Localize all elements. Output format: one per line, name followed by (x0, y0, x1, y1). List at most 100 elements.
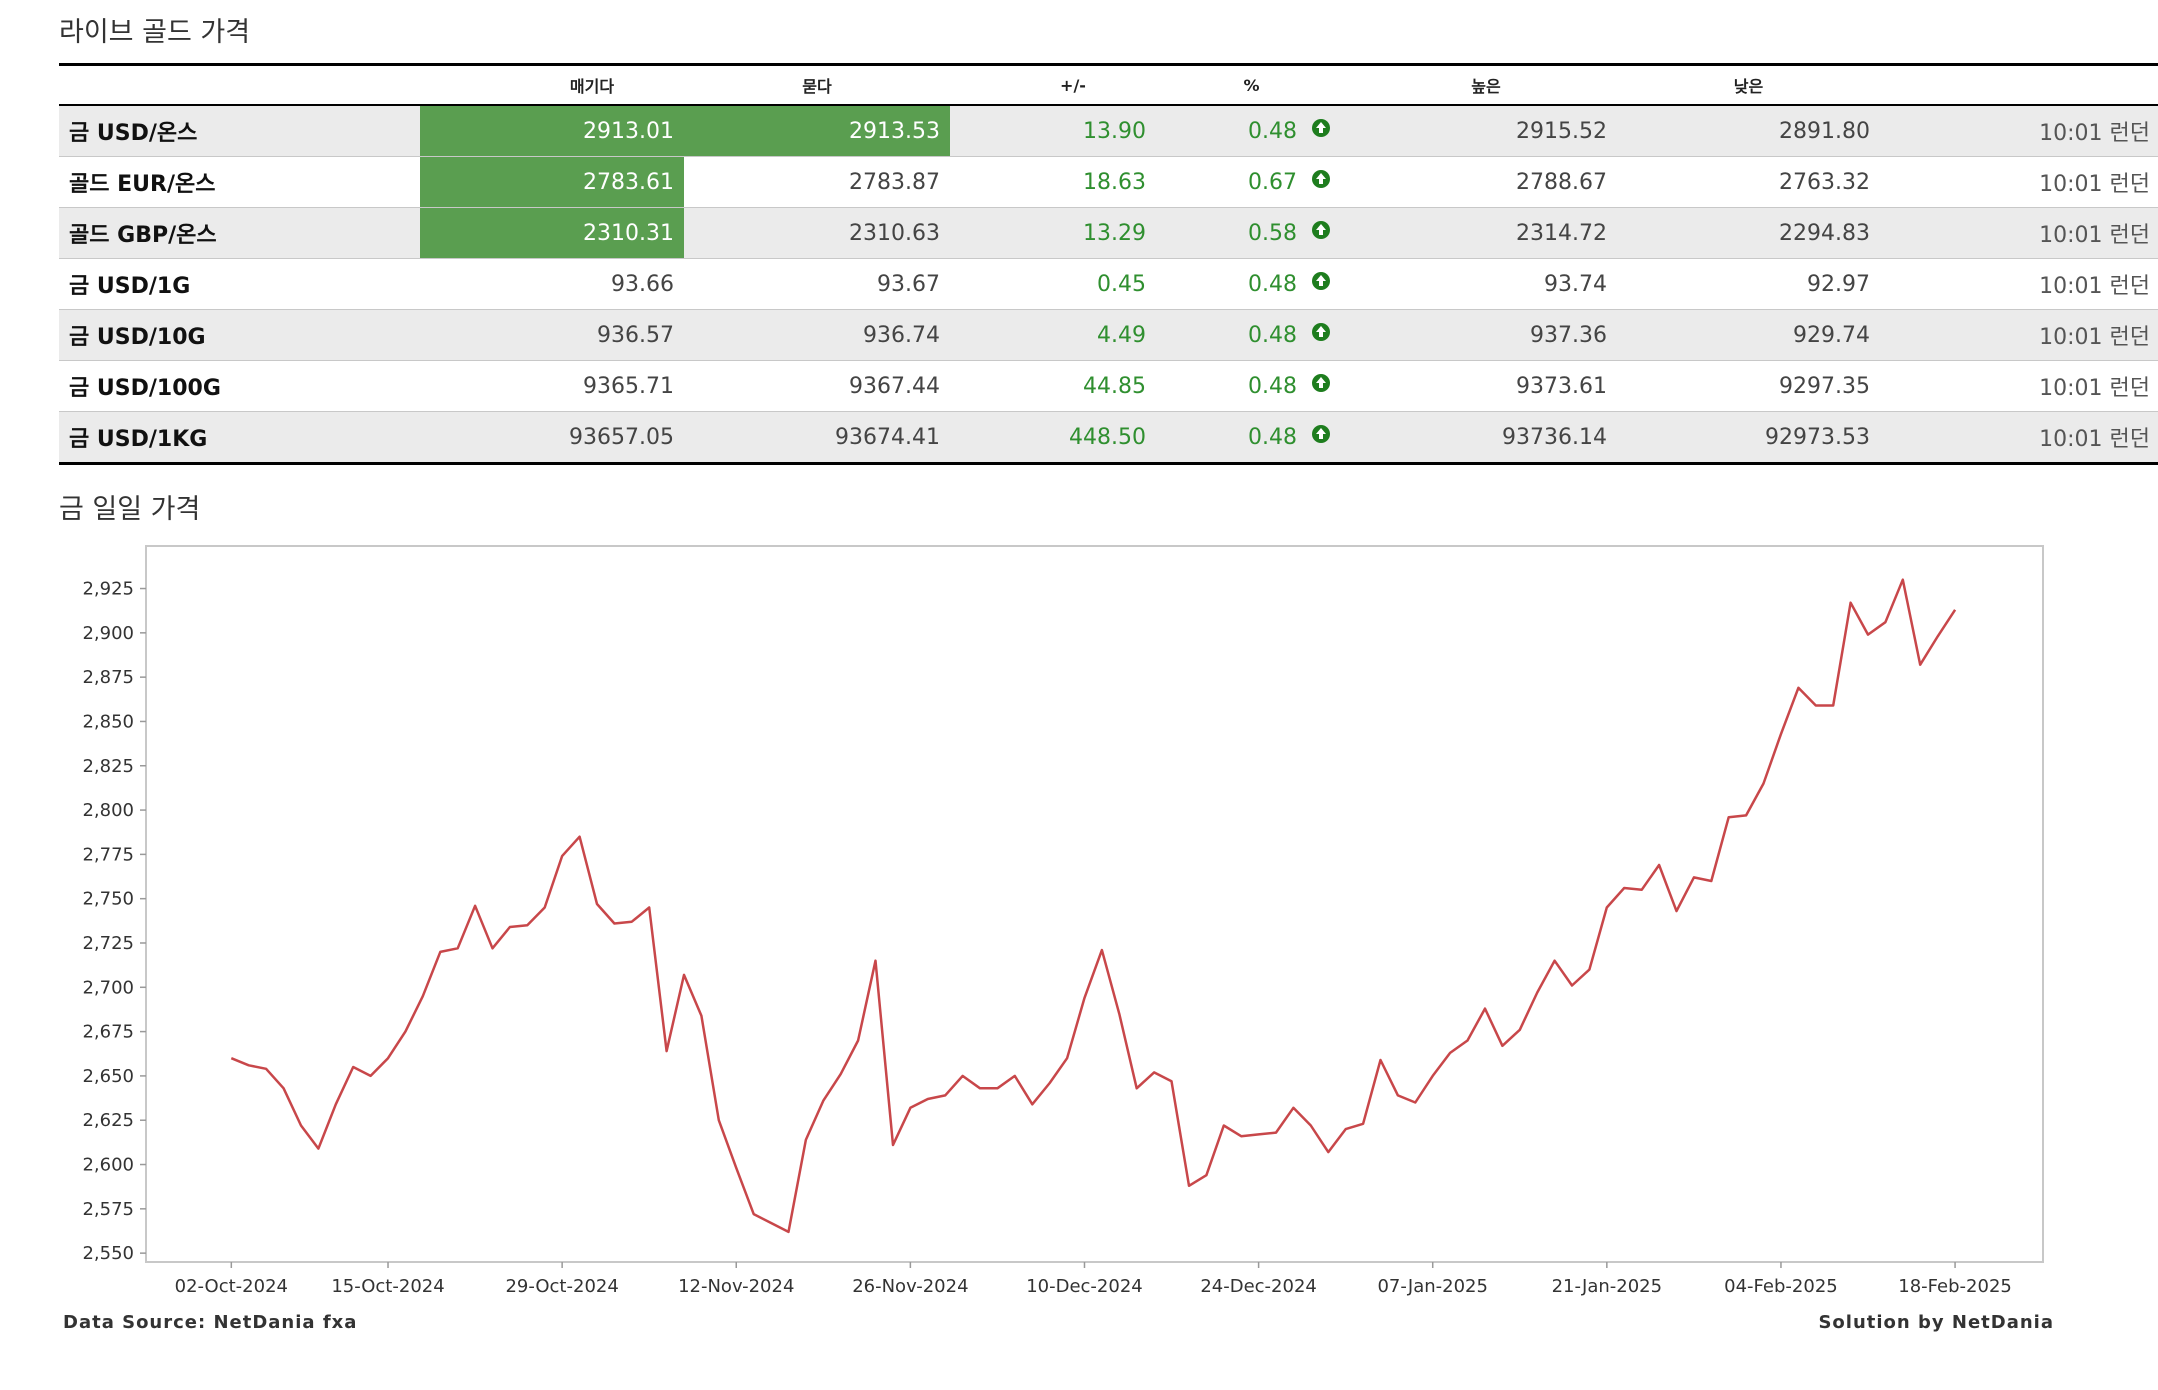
x-tick-label: 04-Feb-2025 (1724, 1276, 1838, 1297)
table-cell: 10:01 런던 (1880, 309, 2158, 361)
x-tick-label: 15-Oct-2024 (331, 1276, 444, 1297)
header-cell (1880, 64, 2158, 106)
x-tick-label: 24-Dec-2024 (1200, 1276, 1317, 1297)
y-tick-label: 2,650 (82, 1066, 134, 1087)
table-row: 골드 GBP/온스 2310.31 2310.63 13.29 0.58 2314.72 2… (59, 207, 2158, 259)
table-cell: 10:01 런던 (1880, 104, 2158, 157)
table-cell: 0.45 (950, 258, 1156, 310)
table-cell: 10:01 런던 (1880, 360, 2158, 412)
table-cell: 0.48 (1156, 360, 1307, 412)
table-cell: 9373.61 (1355, 360, 1617, 412)
y-tick-label: 2,550 (82, 1243, 134, 1264)
table-row: 골드 EUR/온스 2783.61 2783.87 18.63 0.67 2788.67 2… (59, 156, 2158, 208)
table-cell: 93.74 (1355, 258, 1617, 310)
table-cell: 2294.83 (1617, 207, 1880, 259)
table-cell: 2783.87 (684, 156, 950, 208)
table-cell: 금 USD/1KG (59, 411, 420, 464)
chart-title: 금 일일 가격 (59, 494, 201, 525)
icon-cell (1307, 258, 1355, 310)
table-row: 금 USD/10G 936.57 936.74 4.49 0.48 937.36 929.7… (59, 309, 2158, 361)
table-cell: 93674.41 (684, 411, 950, 464)
table-cell: 2913.53 (684, 104, 950, 157)
table-cell: 0.48 (1156, 104, 1307, 157)
table-cell: 0.48 (1156, 309, 1307, 361)
table-cell: 13.90 (950, 104, 1156, 157)
table-cell: 금 USD/온스 (59, 104, 420, 157)
table-cell: 금 USD/1G (59, 258, 420, 310)
x-tick-label: 07-Jan-2025 (1377, 1276, 1487, 1297)
table-cell: 2310.63 (684, 207, 950, 259)
header-cell: +/- (950, 64, 1156, 106)
header-cell: 묻다 (684, 64, 950, 106)
table-cell: 10:01 런던 (1880, 207, 2158, 259)
table-cell: 10:01 런던 (1880, 258, 2158, 310)
x-tick-label: 21-Jan-2025 (1552, 1276, 1662, 1297)
y-tick-label: 2,600 (82, 1155, 134, 1176)
data-source: Data Source: NetDania fxa (63, 1312, 357, 1333)
y-tick-label: 2,775 (82, 844, 134, 865)
table-cell: 2913.01 (420, 104, 684, 157)
y-tick-label: 2,750 (82, 889, 134, 910)
x-tick-label: 26-Nov-2024 (852, 1276, 968, 1297)
header-cell (59, 64, 420, 106)
table-cell: 0.67 (1156, 156, 1307, 208)
header-cell: 매기다 (420, 64, 684, 106)
up-arrow-icon (1312, 323, 1330, 341)
table-cell: 936.74 (684, 309, 950, 361)
plot-frame (145, 545, 2044, 1263)
chart: Data Source: NetDania fxa Solution by Ne… (63, 545, 2054, 1333)
table-row: 금 USD/1G 93.66 93.67 0.45 0.48 93.74 92.97 10:0… (59, 258, 2158, 310)
table-cell: 13.29 (950, 207, 1156, 259)
table-cell: 9297.35 (1617, 360, 1880, 412)
table-cell: 금 USD/10G (59, 309, 420, 361)
table-cell: 9367.44 (684, 360, 950, 412)
y-tick-label: 2,625 (82, 1110, 134, 1131)
table-cell: 2314.72 (1355, 207, 1617, 259)
icon-cell (1307, 411, 1355, 464)
table-cell: 2763.32 (1617, 156, 1880, 208)
table-cell: 93736.14 (1355, 411, 1617, 464)
up-arrow-icon (1312, 272, 1330, 290)
y-tick-label: 2,800 (82, 800, 134, 821)
icon-cell (1307, 207, 1355, 259)
table-cell: 18.63 (950, 156, 1156, 208)
up-arrow-icon (1312, 374, 1330, 392)
price-line (230, 578, 1957, 1234)
table-cell: 0.48 (1156, 258, 1307, 310)
icon-cell (1307, 309, 1355, 361)
y-tick-label: 2,875 (82, 667, 134, 688)
header-cell: 낮은 (1617, 64, 1880, 106)
table-cell: 93.67 (684, 258, 950, 310)
header-cell: % (1156, 64, 1307, 106)
table-cell: 9365.71 (420, 360, 684, 412)
y-tick-label: 2,850 (82, 711, 134, 732)
up-arrow-icon (1312, 425, 1330, 443)
up-arrow-icon (1312, 170, 1330, 188)
table-cell: 금 USD/100G (59, 360, 420, 412)
header-row: 매기다 묻다 +/-% 높은 낮은 (59, 64, 2158, 106)
y-tick-label: 2,900 (82, 623, 134, 644)
table-cell: 골드 EUR/온스 (59, 156, 420, 208)
table-cell: 92.97 (1617, 258, 1880, 310)
table-cell: 929.74 (1617, 309, 1880, 361)
table-row: 금 USD/온스 2913.01 2913.53 13.90 0.48 2915.52 28… (59, 104, 2158, 157)
table-title: 라이브 골드 가격 (59, 17, 251, 48)
credit: Solution by NetDania (1818, 1312, 2054, 1333)
table-cell: 10:01 런던 (1880, 411, 2158, 464)
table-cell: 936.57 (420, 309, 684, 361)
header-cell: 높은 (1355, 64, 1617, 106)
up-arrow-icon (1312, 221, 1330, 239)
y-tick-label: 2,925 (82, 579, 134, 600)
table-cell: 93.66 (420, 258, 684, 310)
table-cell: 10:01 런던 (1880, 156, 2158, 208)
header-cell (1307, 64, 1355, 106)
table-cell: 2891.80 (1617, 104, 1880, 157)
table-row: 금 USD/100G 9365.71 9367.44 44.85 0.48 9373.61… (59, 360, 2158, 412)
y-tick-label: 2,700 (82, 977, 134, 998)
table-cell: 골드 GBP/온스 (59, 207, 420, 259)
x-tick-label: 12-Nov-2024 (678, 1276, 794, 1297)
table-cell: 2915.52 (1355, 104, 1617, 157)
table-body: 금 USD/온스 2913.01 2913.53 13.90 0.48 2915.52 28… (59, 104, 2158, 464)
table-cell: 2310.31 (420, 207, 684, 259)
